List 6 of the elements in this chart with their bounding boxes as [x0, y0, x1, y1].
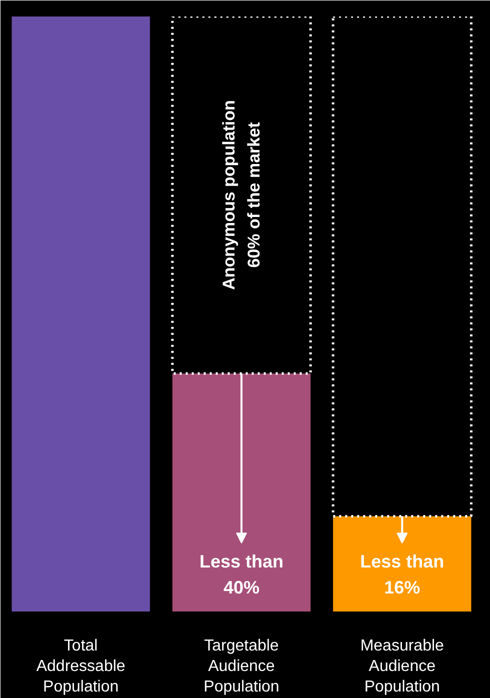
x-tick-label: Total Addressable Population	[36, 638, 126, 696]
x-tick-label: Measurable Audience Population	[360, 638, 444, 696]
annotation: Anonymous population 60% of the market	[220, 100, 264, 290]
x-tick-label: Targetable Audience Population	[204, 638, 280, 696]
data-label: Less than 40%	[199, 552, 284, 598]
data-label: Less than 16%	[360, 552, 444, 598]
